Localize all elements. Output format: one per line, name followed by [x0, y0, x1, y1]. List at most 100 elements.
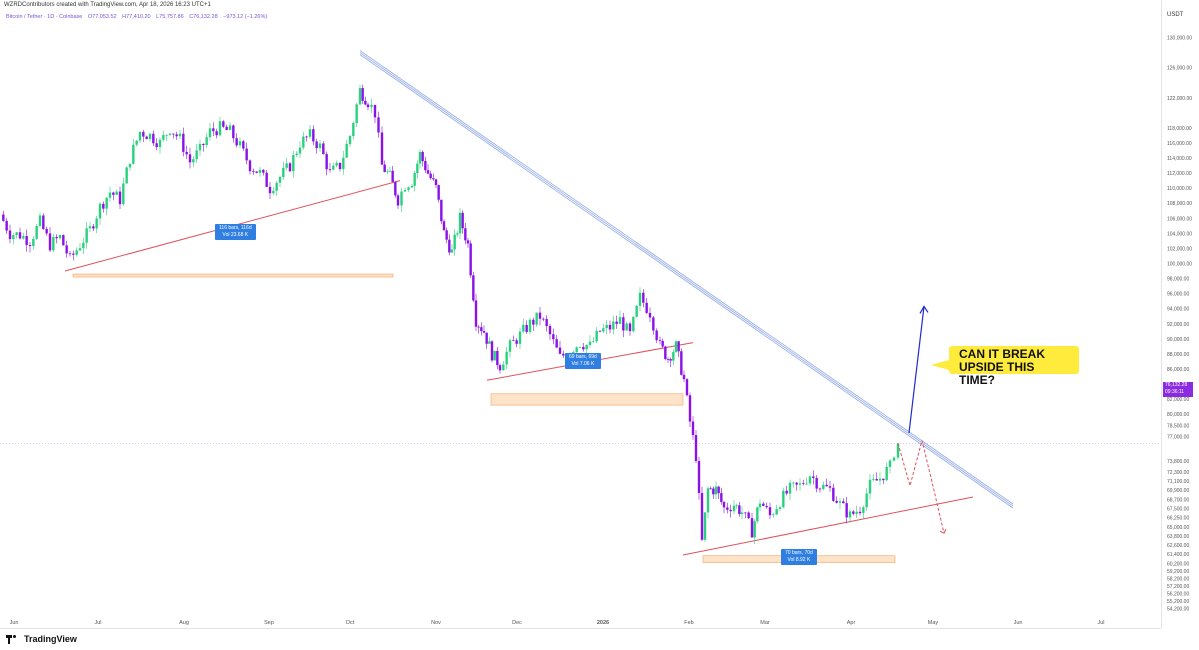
candle-body: [416, 163, 419, 174]
date-range-label[interactable]: 70 bars, 70d Vol 8.92 K: [781, 549, 817, 565]
y-tick-label: 92,000.00: [1167, 322, 1189, 328]
date-range-label[interactable]: 116 bars, 116d Vol 23.68 K: [215, 224, 256, 240]
candle-body: [878, 478, 882, 481]
candle-body: [532, 319, 535, 325]
candle-body: [58, 235, 62, 239]
candle-body: [15, 232, 18, 236]
date-range-label[interactable]: 69 bars, 69d Vol 7.06 K: [565, 353, 601, 369]
candle-body: [480, 327, 483, 332]
y-tick-label: 55,200.00: [1167, 599, 1189, 605]
candle-body: [429, 173, 432, 179]
candle-body: [732, 505, 736, 512]
candle-body: [78, 248, 82, 251]
candle-body: [706, 488, 710, 513]
y-tick-label: 102,000.00: [1167, 246, 1192, 252]
y-tick-label: 82,000.00: [1167, 397, 1189, 403]
symbol-name: Bitcoin / Tether · 1D · Coinbase: [6, 14, 83, 20]
candle-body: [828, 486, 832, 488]
candle-body: [474, 300, 478, 327]
candle-body: [366, 104, 370, 108]
candle-body: [852, 511, 855, 514]
candle-body: [202, 143, 205, 146]
y-tick-label: 65,000.00: [1167, 525, 1189, 531]
candle-body: [135, 140, 138, 145]
candle-body: [338, 162, 342, 170]
candle-body: [298, 147, 302, 154]
y-tick-label: 112,000.00: [1167, 171, 1192, 177]
candle-body: [282, 167, 285, 177]
callout-text[interactable]: CAN IT BREAK UPSIDE THIS TIME?: [931, 346, 1079, 387]
candle-body: [383, 164, 386, 172]
y-tick-label: 77,000.00: [1167, 435, 1189, 441]
candle-body: [798, 483, 802, 485]
candle-body: [622, 317, 625, 331]
candle-body: [315, 141, 318, 149]
candle-body: [155, 143, 158, 148]
symbol-info[interactable]: Bitcoin / Tether · 1D · Coinbase O77,053…: [6, 14, 271, 20]
y-tick-label: 126,000.00: [1167, 66, 1192, 72]
candle-body: [168, 133, 172, 135]
y-tick-label: 56,200.00: [1167, 591, 1189, 597]
date-range-zone: [490, 393, 684, 406]
candle-body: [145, 136, 148, 140]
candle-body: [185, 151, 188, 155]
y-tick-label: 63,800.00: [1167, 534, 1189, 540]
candle-body: [598, 330, 602, 332]
x-tick-label: Jul: [94, 620, 101, 626]
candle-body: [618, 317, 622, 324]
candle-body: [348, 135, 352, 144]
candle-body: [694, 435, 698, 462]
candle-body: [658, 340, 662, 342]
candle-body: [342, 157, 345, 170]
candle-body: [52, 236, 55, 251]
candle-body: [208, 128, 212, 138]
y-tick-label: 66,250.00: [1167, 516, 1189, 522]
ohlc-close: C76,132.28: [189, 14, 218, 20]
x-tick-label: Mar: [760, 620, 770, 626]
candle-body: [112, 192, 115, 195]
candle-body: [25, 236, 28, 245]
ohlc-high: H77,410.20: [122, 14, 151, 20]
candle-body: [661, 340, 664, 347]
tradingview-logo[interactable]: TradingView: [6, 634, 77, 644]
candle-body: [268, 186, 272, 194]
candle-body: [212, 128, 215, 132]
candle-body: [165, 134, 168, 136]
candle-body: [65, 245, 68, 254]
candle-body: [328, 169, 332, 170]
candle-body: [238, 141, 242, 146]
candle-body: [778, 507, 782, 510]
y-tick-label: 62,600.00: [1167, 543, 1189, 549]
candle-body: [377, 117, 380, 133]
candle-body: [691, 421, 695, 436]
candle-body: [493, 350, 496, 361]
candle-body: [608, 324, 612, 330]
candle-body: [498, 365, 502, 371]
candle-body: [88, 226, 92, 229]
candle-body: [361, 88, 364, 101]
candle-body: [548, 326, 552, 335]
candle-body: [75, 250, 78, 255]
candle-body: [558, 347, 562, 354]
candle-body: [542, 318, 545, 320]
candle-body: [38, 215, 42, 227]
candle-body: [717, 486, 720, 494]
candle-body: [466, 240, 470, 244]
candle-body: [572, 352, 575, 354]
candle-body: [42, 215, 45, 229]
y-tick-label: 67,500.00: [1167, 506, 1189, 512]
candle-body: [522, 324, 525, 332]
candle-body: [115, 191, 118, 195]
candle-body: [92, 226, 95, 229]
resistance-trendline: [359, 54, 1014, 509]
candle-body: [785, 490, 788, 494]
candle-body: [605, 324, 608, 329]
candle-body: [505, 351, 508, 365]
candle-body: [496, 350, 499, 366]
candle-body: [396, 195, 400, 206]
candle-body: [345, 143, 348, 158]
y-tick-label: 108,000.00: [1167, 201, 1192, 207]
y-tick-label: 116,000.00: [1167, 141, 1192, 147]
candle-body: [453, 234, 456, 250]
